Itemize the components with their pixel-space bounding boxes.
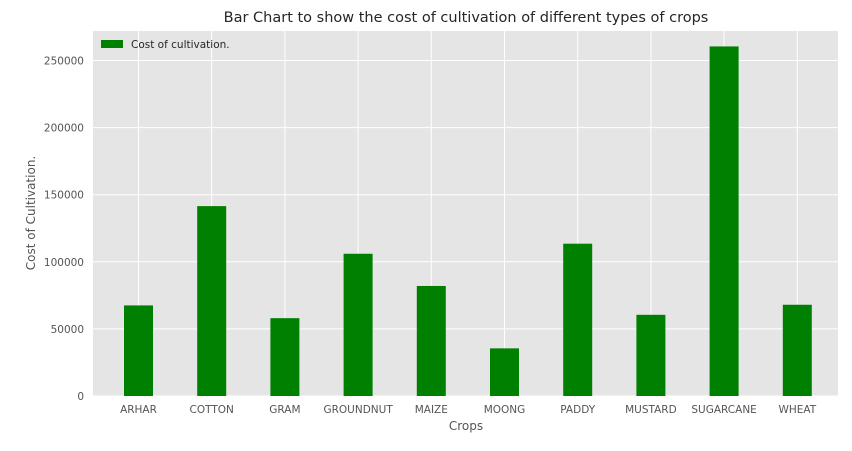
bar-wheat [782,304,812,396]
bar-mustard [636,314,666,396]
x-tick-label: WHEAT [778,404,816,416]
y-tick-label: 0 [77,391,84,403]
x-tick-label: PADDY [560,404,595,416]
bar-gram [270,318,300,396]
y-axis-label: Cost of Cultivation. [24,156,38,271]
bars [124,46,812,397]
y-tick-label: 150000 [44,190,84,202]
bar-paddy [563,243,593,396]
x-tick-label: ARHAR [120,404,157,416]
y-tick-label: 50000 [51,324,84,336]
x-axis-label: Crops [449,419,483,433]
bar-groundnut [343,253,373,396]
legend: Cost of cultivation. [101,39,230,51]
y-tick-label: 250000 [44,56,84,68]
bar-moong [490,348,519,396]
y-tick-label: 100000 [44,257,84,269]
x-tick-label: GROUNDNUT [323,404,393,416]
x-tick-label: MAIZE [415,404,448,416]
x-tick-label: MUSTARD [625,404,677,416]
y-tick-label: 200000 [44,123,84,135]
legend-label: Cost of cultivation. [131,39,230,51]
bar-sugarcane [709,46,739,397]
x-tick-label: COTTON [190,404,234,416]
y-tick-labels: 0 50000 100000 150000 200000 250000 [44,56,84,403]
x-tick-label: GRAM [269,404,300,416]
legend-swatch [101,40,123,48]
x-tick-labels: ARHAR COTTON GRAM GROUNDNUT MAIZE MOONG PADDY M… [120,404,817,416]
x-tick-label: SUGARCANE [691,404,756,416]
x-tick-label: MOONG [484,404,526,416]
bar-maize [416,285,446,396]
bar-cotton [197,206,227,396]
bar-arhar [124,305,153,396]
chart-title: Bar Chart to show the cost of cultivatio… [224,10,709,26]
